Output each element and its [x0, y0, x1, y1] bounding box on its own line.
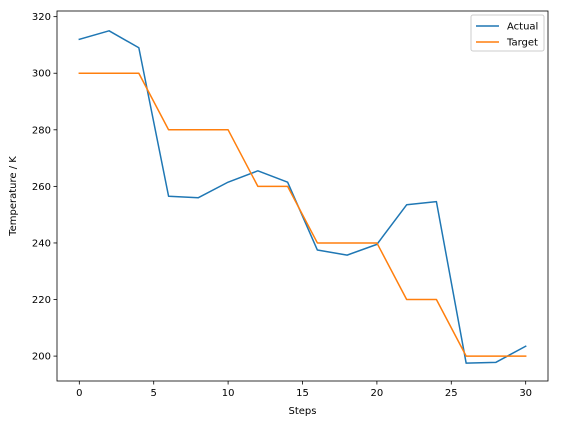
x-tick-label: 25 [445, 388, 458, 399]
y-axis-label: Temperature / K [8, 156, 19, 237]
axes-layer: 0 5 10 15 20 25 30 200 220 240 260 280 300 320 [32, 10, 549, 399]
legend-label-target: Target [506, 38, 538, 49]
y-tick-label: 220 [32, 295, 51, 306]
y-tick-label: 300 [32, 69, 51, 80]
x-tick-label: 5 [151, 388, 157, 399]
x-tick-label: 10 [222, 388, 235, 399]
series-line-actual [78, 30, 527, 364]
y-tick-label: 280 [32, 125, 51, 136]
x-tick-label: 15 [296, 388, 309, 399]
series-layer [78, 30, 527, 364]
y-tick-label: 260 [32, 182, 51, 193]
axes-frame [56, 10, 549, 382]
x-tick-label: 0 [76, 388, 82, 399]
x-tick-label: 20 [371, 388, 384, 399]
series-line-target [78, 72, 527, 357]
y-tick-label: 320 [32, 12, 51, 23]
legend-label-actual: Actual [507, 22, 538, 33]
x-tick-label: 30 [519, 388, 532, 399]
x-axis-label: Steps [289, 406, 317, 417]
y-tick-label: 240 [32, 238, 51, 249]
y-tick-label: 200 [32, 352, 51, 363]
legend: Actual Target [470, 14, 545, 52]
